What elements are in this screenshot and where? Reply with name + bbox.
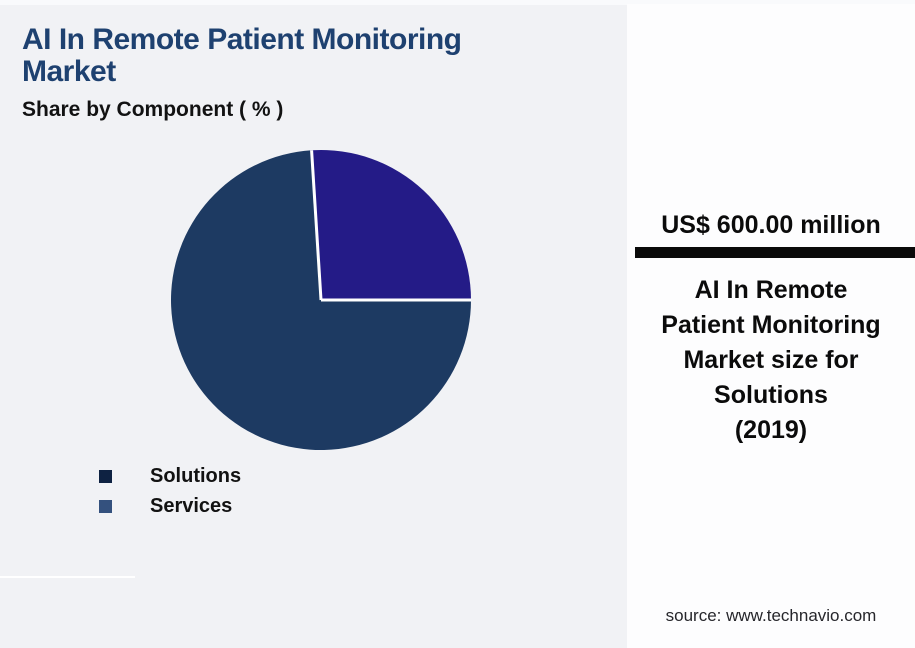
pie-divider-line — [310, 150, 323, 301]
chart-legend: Solutions Services — [99, 461, 241, 521]
market-value-description: AI In Remote Patient Monitoring Market s… — [661, 276, 881, 444]
legend-label-solutions: Solutions — [150, 464, 242, 487]
accent-bar — [635, 247, 915, 258]
divider-line — [0, 576, 135, 578]
pie-slice-services — [311, 150, 471, 300]
chart-area: AI In Remote Patient Monitoring Market S… — [0, 23, 472, 578]
pie-chart-container — [170, 149, 472, 451]
legend-label-services: Services — [150, 494, 233, 517]
page-subtitle: Share by Component ( % ) — [22, 98, 284, 121]
market-value: US$ 600.00 million — [661, 211, 881, 239]
solutions-legend-marker-icon — [99, 469, 112, 483]
pie-chart — [171, 150, 471, 451]
legend-item-services: Services — [99, 491, 241, 521]
source-attribution: source: www.technavio.com — [665, 606, 877, 625]
page-title: AI In Remote Patient Monitoring Market — [22, 23, 462, 88]
top-strip — [0, 0, 915, 5]
services-legend-marker-icon — [99, 499, 112, 513]
highlight-panel: US$ 600.00 million AI In Remote Patient … — [627, 4, 915, 648]
legend-item-solutions: Solutions — [99, 461, 241, 491]
